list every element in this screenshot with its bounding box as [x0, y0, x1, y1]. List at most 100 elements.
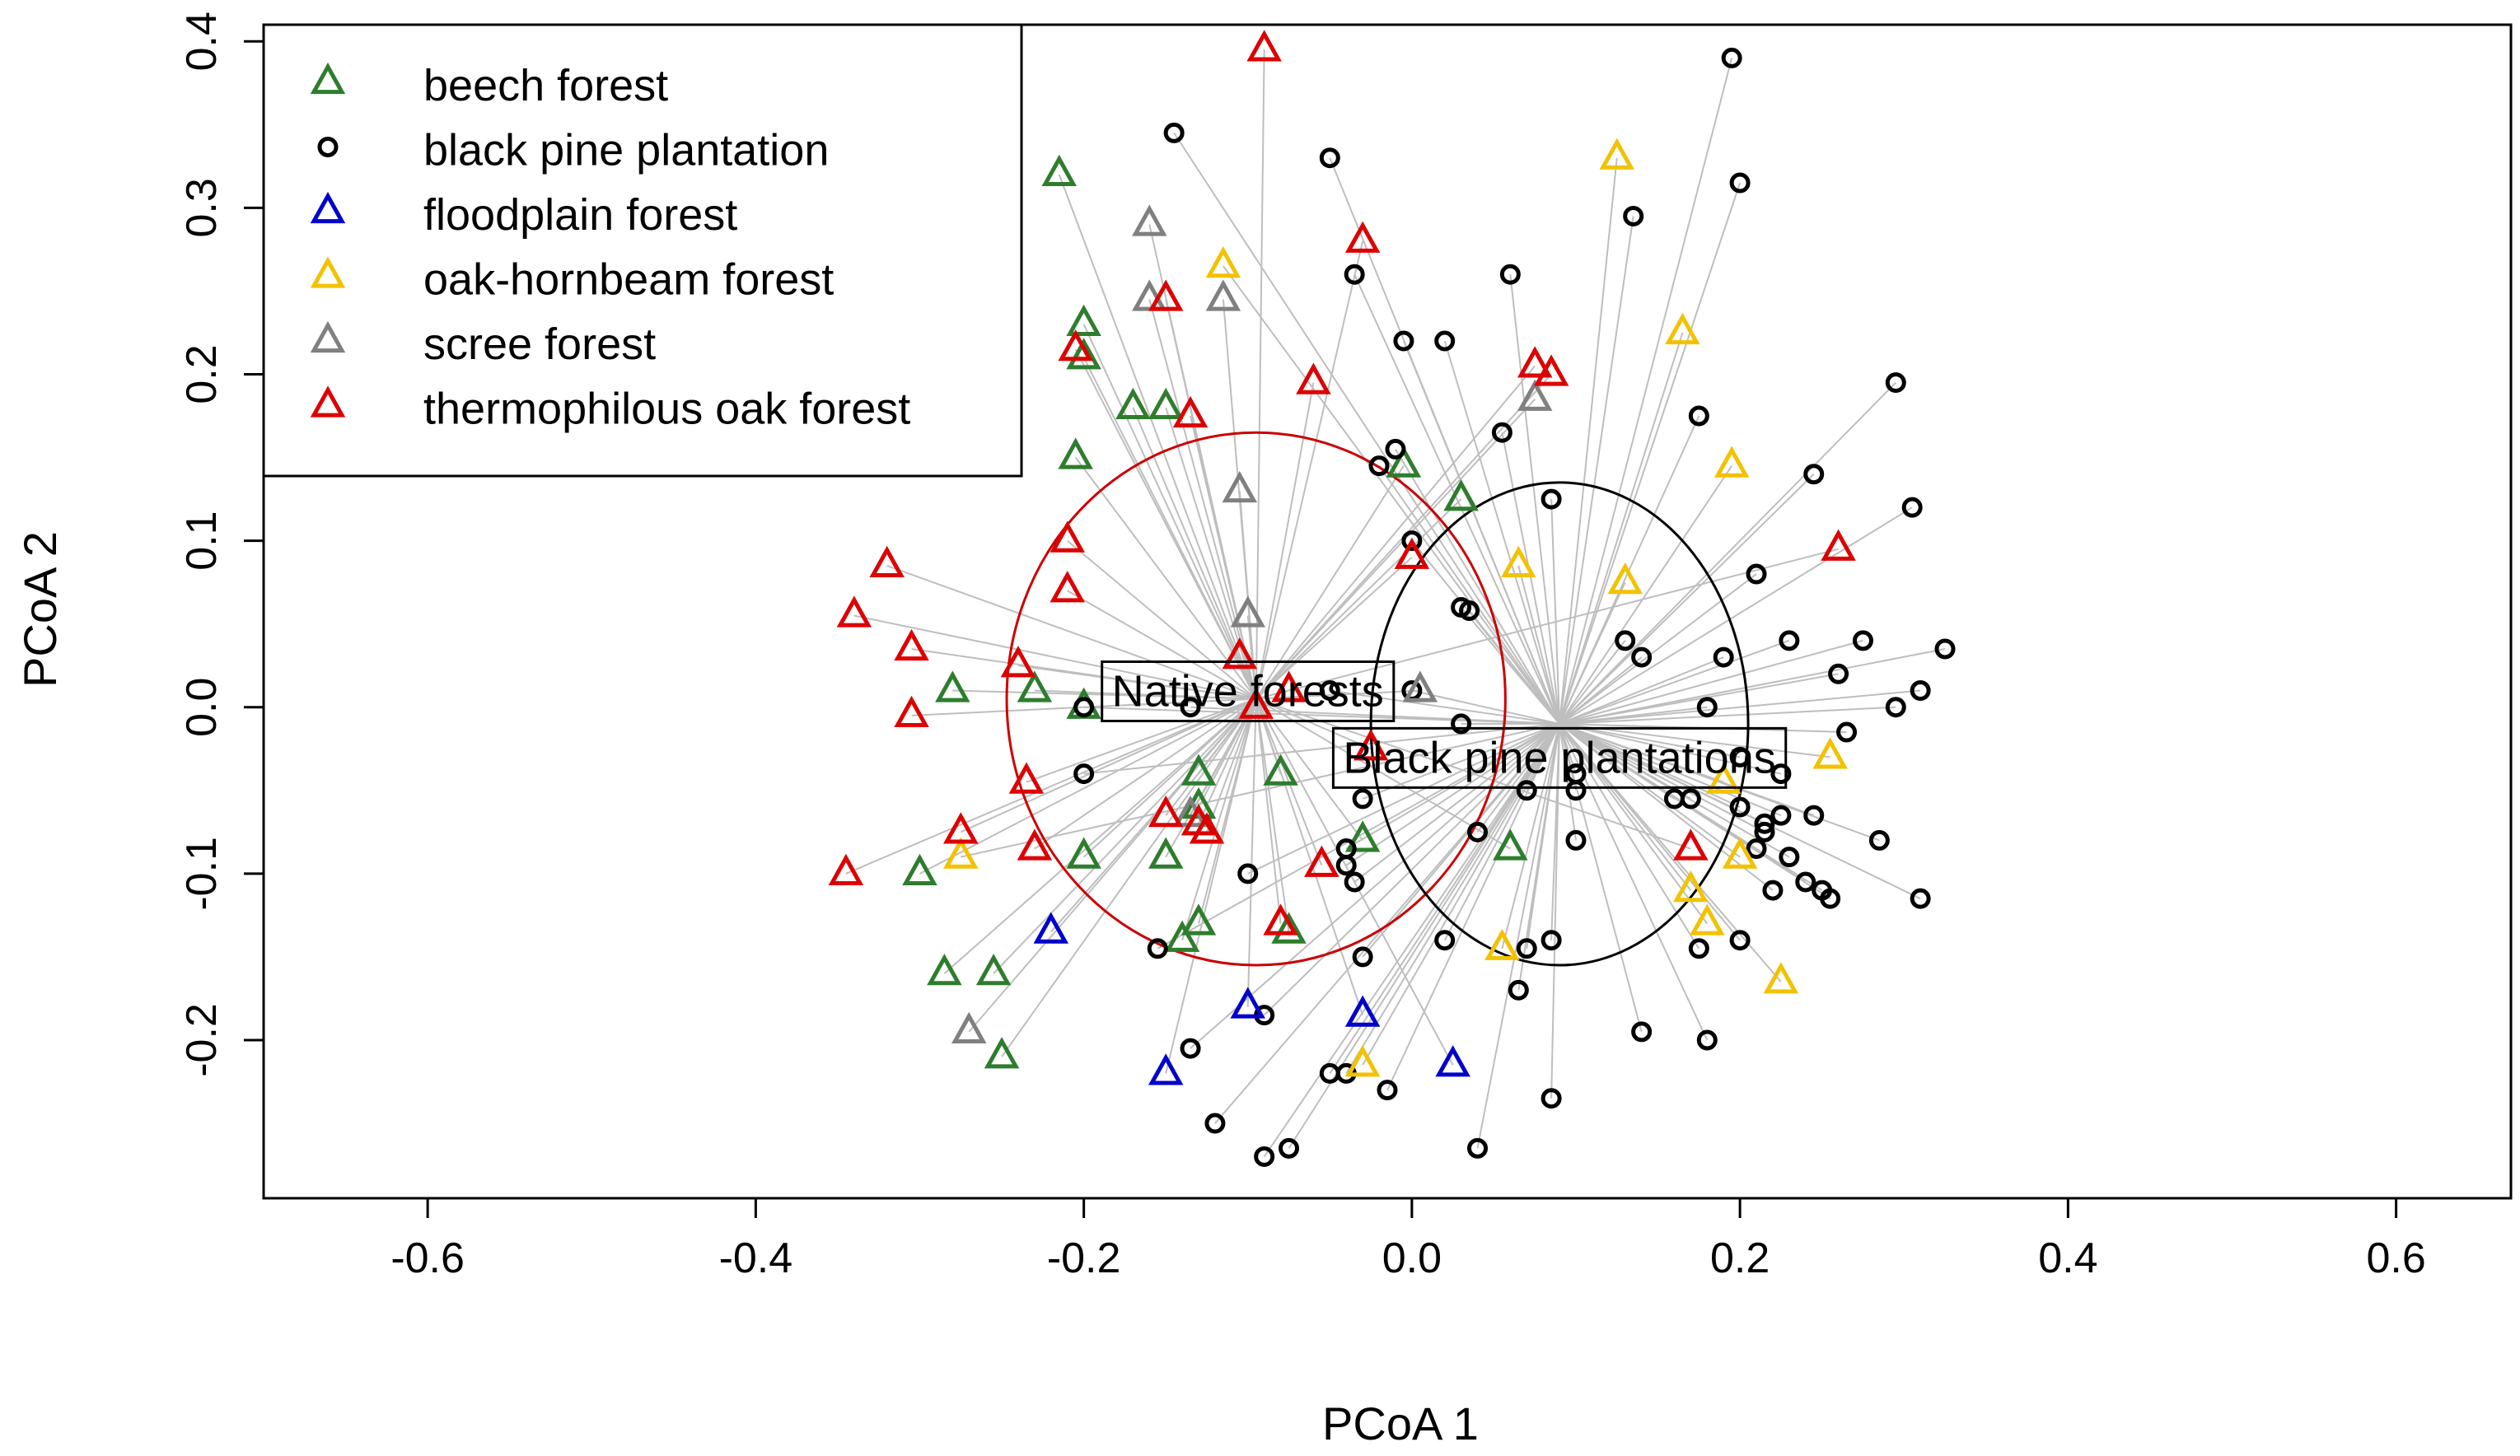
point-marker: [1491, 422, 1512, 443]
spider-line: [1550, 499, 1561, 724]
point-marker: [1696, 1029, 1718, 1051]
spider-line: [1559, 216, 1634, 725]
spider-line: [1001, 698, 1257, 1057]
spider-line: [1509, 274, 1561, 725]
spider-line: [1559, 723, 1700, 950]
spider-line: [1058, 174, 1257, 699]
spider-line: [1165, 698, 1257, 1074]
point-marker: [1344, 221, 1381, 253]
spider-line: [1559, 656, 1643, 725]
point-marker: [1516, 938, 1537, 959]
point-marker: [1050, 520, 1085, 553]
point-marker: [1263, 903, 1298, 936]
point-marker: [1344, 1045, 1381, 1077]
point-marker: [1484, 928, 1520, 960]
spider-line: [1411, 689, 1560, 725]
point-marker: [1066, 338, 1101, 370]
point-marker: [1499, 264, 1521, 285]
x-tick-label: -0.2: [1047, 1234, 1121, 1282]
spider-line: [1362, 723, 1560, 800]
legend-item: beech forest: [310, 61, 668, 110]
point-marker: [1516, 780, 1537, 801]
point-marker: [1565, 780, 1587, 801]
point-marker: [1066, 837, 1101, 869]
legend-triangle-icon: [310, 320, 346, 353]
spider-line: [1198, 698, 1257, 824]
x-tick-label: -0.6: [390, 1234, 465, 1282]
spider-line: [1354, 723, 1560, 883]
spider-line: [1148, 299, 1257, 699]
spider-line: [943, 698, 1257, 974]
group-labels: Native forests Black pine plantations: [1101, 660, 1788, 789]
spider-line: [1034, 698, 1257, 850]
point-marker: [1163, 122, 1185, 143]
point-marker: [1501, 545, 1536, 578]
legend-label: thermophilous oak forest: [423, 385, 910, 434]
point-marker: [1746, 838, 1767, 860]
spider-line: [1559, 182, 1742, 725]
spider-line: [1255, 698, 1364, 1015]
spider-line: [1255, 698, 1290, 932]
point-marker: [1189, 812, 1225, 844]
point-marker: [1393, 330, 1414, 352]
spider-line: [1517, 723, 1561, 991]
point-marker: [1279, 1137, 1300, 1159]
point-marker: [1673, 870, 1709, 903]
point-marker: [1770, 805, 1792, 826]
y-tick-label: 0.0: [178, 678, 226, 737]
spider-line: [1559, 640, 1626, 725]
point-marker: [1386, 446, 1422, 478]
point-marker: [1517, 346, 1553, 378]
point-marker: [1828, 663, 1849, 684]
spider-line: [1559, 647, 1946, 725]
point-marker: [1394, 537, 1430, 569]
point-marker: [1934, 638, 1956, 660]
spider-line: [1550, 723, 1561, 1099]
legend-label: oak-hornbeam forest: [423, 255, 834, 305]
spider-line: [1255, 698, 1363, 842]
x-tick-label: 0.6: [2366, 1234, 2425, 1282]
point-marker: [1714, 446, 1750, 478]
point-marker: [1803, 464, 1825, 485]
spider-line: [1017, 665, 1256, 700]
spider-line: [919, 698, 1257, 875]
point-marker: [1041, 154, 1078, 187]
point-marker: [1508, 979, 1529, 1001]
point-marker: [1377, 1080, 1398, 1101]
y-tick-label: 0.1: [178, 511, 226, 570]
point-marker: [836, 595, 872, 628]
point-marker: [1868, 829, 1890, 851]
spider-line: [1402, 340, 1561, 725]
spider-line: [1559, 474, 1815, 725]
spider-line: [1345, 723, 1560, 866]
point-marker: [1803, 805, 1825, 826]
spider-line: [1501, 723, 1561, 950]
point-marker: [1901, 497, 1923, 518]
point-marker: [1164, 920, 1200, 952]
point-marker: [1172, 395, 1209, 428]
point-marker: [1319, 680, 1340, 702]
legend-triangle-icon: [310, 256, 346, 288]
point-marker: [1885, 697, 1906, 718]
spider-line: [1468, 609, 1560, 725]
point-marker: [1451, 713, 1472, 735]
group-label-text: Native forests: [1112, 667, 1384, 716]
point-marker: [1073, 697, 1095, 718]
point-marker: [1058, 329, 1093, 362]
group-label-box: [1331, 726, 1788, 789]
spider-line: [1559, 506, 1913, 725]
spider-line: [1559, 673, 1839, 725]
point-marker: [1623, 205, 1644, 226]
spider-line: [1288, 723, 1560, 1149]
point-marker: [1353, 729, 1389, 761]
spider-line: [1255, 557, 1413, 700]
spider-line: [1559, 465, 1732, 725]
point-marker: [1246, 30, 1282, 62]
point-marker: [1435, 1045, 1470, 1077]
point-marker: [1836, 721, 1858, 743]
point-marker: [1296, 362, 1331, 394]
spider-line: [1443, 723, 1560, 941]
point-marker: [1705, 762, 1742, 794]
point-marker: [894, 628, 929, 661]
group-label-box: [1101, 660, 1396, 723]
